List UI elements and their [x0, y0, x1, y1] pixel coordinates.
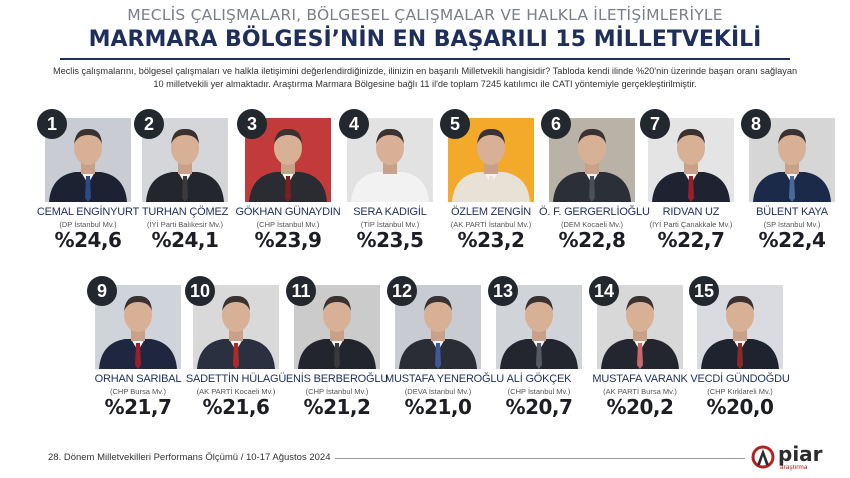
mp-party: (SP İstanbul Mv.) — [763, 220, 821, 229]
rank-badge: 1 — [37, 109, 67, 139]
mp-name: MUSTAFA VARANK — [592, 373, 688, 385]
logo-subtext: araştırma — [780, 464, 808, 471]
rank-badge: 8 — [741, 109, 771, 139]
mp-score: %23,2 — [457, 228, 525, 252]
mp-name: ENİS BERBEROĞLU — [285, 373, 389, 385]
intro-line-1: Meclis çalışmalarını, bölgesel çalışmala… — [52, 66, 798, 76]
rank-badge: 9 — [87, 276, 117, 306]
mp-name: ALİ GÖKÇEK — [506, 373, 572, 385]
mp-party: (CHP İstanbul Mv.) — [256, 220, 320, 229]
mp-name: SERA KADIGİL — [353, 206, 427, 218]
mp-photo — [496, 285, 582, 369]
rank-badge: 4 — [339, 109, 369, 139]
rank-badge: 5 — [440, 109, 470, 139]
mp-photo — [245, 118, 331, 202]
mp-party: (İYİ Parti Balıkesir Mv.) — [146, 220, 224, 229]
mp-photo — [648, 118, 734, 202]
portrait-icon — [597, 285, 683, 369]
header-title: MARMARA BÖLGESİ’NİN EN BAŞARILI 15 MİLLE… — [88, 27, 762, 52]
mp-score: %23,9 — [254, 228, 322, 252]
mp-party: (DEVA İstanbul Mv.) — [404, 387, 472, 396]
rank-badge: 2 — [134, 109, 164, 139]
mp-name: ORHAN SARIBAL — [94, 373, 182, 385]
piar-logo: piar araştırma — [750, 442, 830, 472]
mp-score: %22,4 — [758, 228, 826, 252]
mp-name: GÖKHAN GÜNAYDIN — [235, 206, 341, 218]
portrait-icon — [395, 285, 481, 369]
rank-badge: 15 — [689, 276, 719, 306]
mp-name: Ö. F. GERGERLİOĞLU — [539, 206, 650, 218]
mp-name: ÖZLEM ZENGİN — [450, 206, 532, 218]
mp-score: %21,0 — [404, 395, 472, 419]
rank-badge: 11 — [286, 276, 316, 306]
mp-party: (AK PARTİ Bursa Mv.) — [603, 387, 677, 396]
intro-line-2: 10 milletvekili yer almaktadır. Araştırm… — [153, 79, 697, 89]
mp-photo — [45, 118, 131, 202]
mp-name: RIDVAN UZ — [662, 206, 720, 218]
footer-text: 28. Dönem Milletvekilleri Performans Ölç… — [48, 452, 331, 463]
rank-badge: 13 — [488, 276, 518, 306]
mp-photo — [597, 285, 683, 369]
mp-party: (DP İstanbul Mv.) — [59, 220, 117, 229]
header-subtitle: MECLİS ÇALIŞMALARI, BÖLGESEL ÇALIŞMALAR … — [127, 6, 723, 24]
portrait-icon — [448, 118, 534, 202]
mp-score: %23,5 — [356, 228, 424, 252]
mp-score: %20,2 — [606, 395, 674, 419]
mp-score: %20,0 — [706, 395, 774, 419]
mp-party: (İYİ Parti Çanakkale Mv.) — [649, 220, 733, 229]
portrait-icon — [648, 118, 734, 202]
mp-party: (AK PARTİ Kocaeli Mv.) — [196, 387, 276, 396]
mp-score: %24,6 — [54, 228, 122, 252]
mp-score: %22,7 — [657, 228, 725, 252]
mp-photo — [448, 118, 534, 202]
rank-badge: 7 — [640, 109, 670, 139]
mp-photo — [193, 285, 279, 369]
mp-score: %20,7 — [505, 395, 573, 419]
rank-badge: 12 — [387, 276, 417, 306]
footer-divider — [335, 458, 745, 459]
mp-name: SADETTİN HÜLAGÜ — [185, 373, 287, 385]
logo-text: piar — [778, 442, 823, 466]
mp-score: %21,6 — [202, 395, 270, 419]
mp-party: (CHP İstanbul Mv.) — [305, 387, 369, 396]
mp-name: TURHAN ÇÖMEZ — [141, 206, 229, 218]
mp-party: (CHP Kırklareli Mv.) — [707, 387, 773, 396]
mp-score: %21,7 — [104, 395, 172, 419]
mp-name: BÜLENT KAYA — [756, 206, 828, 218]
rank-badge: 3 — [237, 109, 267, 139]
mp-party: (TİP İstanbul Mv.) — [360, 220, 420, 229]
rank-badge: 10 — [185, 276, 215, 306]
header-divider — [60, 58, 790, 60]
mp-party: (DEM Kocaeli Mv.) — [561, 220, 623, 229]
mp-photo — [95, 285, 181, 369]
intro-text: Meclis çalışmalarını, bölgesel çalışmala… — [20, 65, 830, 91]
portrait-icon — [245, 118, 331, 202]
mp-score: %24,1 — [151, 228, 219, 252]
portrait-icon — [549, 118, 635, 202]
rank-badge: 14 — [589, 276, 619, 306]
rank-badge: 6 — [541, 109, 571, 139]
mp-photo — [749, 118, 835, 202]
portrait-icon — [496, 285, 582, 369]
mp-name: CEMAL ENGİNYURT — [36, 206, 140, 218]
piar-logo-icon — [751, 445, 775, 469]
portrait-icon — [142, 118, 228, 202]
mp-score: %21,2 — [303, 395, 371, 419]
mp-score: %22,8 — [558, 228, 626, 252]
mp-party: (AK PARTİ İstanbul Mv.) — [450, 220, 532, 229]
portrait-icon — [294, 285, 380, 369]
mp-party: (CHP Bursa Mv.) — [110, 387, 166, 396]
mp-party: (CHP İstanbul Mv.) — [507, 387, 571, 396]
mp-name: VECDİ GÜNDOĞDU — [690, 373, 790, 385]
mp-name: MUSTAFA YENEROĞLU — [385, 373, 505, 385]
